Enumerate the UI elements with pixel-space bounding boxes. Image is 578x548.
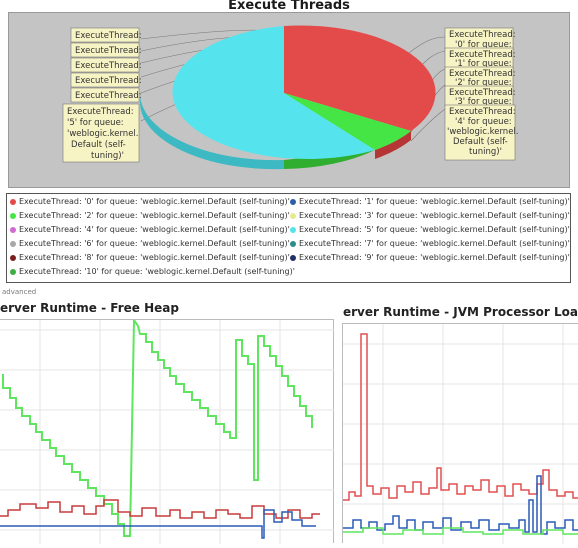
cpu-series-blue: [343, 475, 578, 535]
legend-label-5: ExecuteThread: '5' for queue: 'weblogic.…: [299, 225, 570, 234]
legend-item-3[interactable]: ExecuteThread: '3' for queue: 'weblogic.…: [290, 211, 570, 220]
callout-left-big-line-1: '5' for queue:: [67, 118, 124, 128]
legend-dot-0: [10, 198, 16, 205]
pie-slice-0: [284, 25, 436, 131]
callout-left-big-line-2: 'weblogic.kernel.: [67, 129, 138, 139]
legend-dot-8: [10, 254, 16, 261]
legend-dot-2: [10, 212, 16, 219]
execute-threads-title-bar: Execute Threads: [0, 0, 578, 14]
callout-left-0: ExecuteThread:: [75, 31, 142, 41]
cpu-chart-panel: [342, 323, 578, 544]
callout-right-big-line-1: '4' for queue:: [455, 117, 512, 127]
legend-label-9: ExecuteThread: '9' for queue: 'weblogic.…: [299, 253, 570, 262]
cpu-chart-plot: [343, 324, 578, 544]
callout-left-big-line-3: Default (self-: [71, 140, 126, 150]
callout-left-big: ExecuteThread: '5' for queue: 'weblogic.…: [62, 103, 140, 163]
callout-right-1-line-1: '1' for queue:: [455, 59, 512, 69]
legend-item-9[interactable]: ExecuteThread: '9' for queue: 'weblogic.…: [290, 253, 570, 262]
heap-series-red: [0, 499, 320, 519]
execute-threads-pie-panel: ExecuteThread: ExecuteThread: ExecuteThr…: [8, 12, 570, 188]
legend-label-10: ExecuteThread: '10' for queue: 'weblogic…: [19, 267, 295, 276]
legend-dot-6: [10, 240, 16, 247]
heap-series-blue: [0, 509, 316, 539]
cpu-chart-title: erver Runtime - JVM Processor Load: [343, 305, 578, 319]
legend-dot-7: [290, 240, 296, 247]
callout-right-0-line-1: '0' for queue:: [455, 40, 512, 50]
advanced-link[interactable]: advanced: [2, 288, 37, 296]
callout-left-1: ExecuteThread:: [75, 46, 142, 56]
callout-right-0-line-0: ExecuteThread:: [449, 30, 516, 40]
heap-gridlines: [0, 320, 334, 544]
legend-dot-10: [10, 268, 16, 275]
pie-slice-2: [284, 93, 411, 150]
callout-left-big-line-0: ExecuteThread:: [67, 107, 134, 117]
legend-dot-1: [290, 198, 296, 205]
legend-item-0[interactable]: ExecuteThread: '0' for queue: 'weblogic.…: [10, 197, 290, 206]
callout-right-big-line-3: Default (self-: [453, 137, 508, 147]
legend-item-5[interactable]: ExecuteThread: '5' for queue: 'weblogic.…: [290, 225, 570, 234]
callout-right-3-line-0: ExecuteThread:: [449, 88, 516, 98]
execute-threads-pie-chart: ExecuteThread: ExecuteThread: ExecuteThr…: [62, 25, 518, 170]
pie-depth-cyan: [139, 93, 284, 170]
callout-right-2-line-1: '2' for queue:: [455, 78, 512, 88]
thread-legend: ExecuteThread: '0' for queue: 'weblogic.…: [6, 193, 571, 283]
callout-right-big-line-4: tuning)': [469, 147, 502, 157]
callout-right-big: ExecuteThread: '4' for queue: 'weblogic.…: [444, 104, 518, 161]
legend-item-7[interactable]: ExecuteThread: '7' for queue: 'weblogic.…: [290, 239, 570, 248]
heap-chart-title: erver Runtime - Free Heap: [0, 301, 179, 315]
callout-left-3: ExecuteThread:: [75, 76, 142, 86]
cpu-gridlines: [343, 324, 578, 544]
heap-chart-panel: [0, 316, 334, 544]
legend-item-4[interactable]: ExecuteThread: '4' for queue: 'weblogic.…: [10, 225, 290, 234]
callout-right-stack: ExecuteThread: '0' for queue: ExecuteThr…: [444, 27, 516, 107]
legend-label-6: ExecuteThread: '6' for queue: 'weblogic.…: [19, 239, 290, 248]
legend-label-0: ExecuteThread: '0' for queue: 'weblogic.…: [19, 197, 290, 206]
heap-chart-plot: [0, 316, 334, 544]
callout-right-1-line-0: ExecuteThread:: [449, 50, 516, 60]
callout-right-big-line-2: 'weblogic.kernel.: [447, 127, 518, 137]
execute-threads-title: Execute Threads: [228, 0, 350, 13]
callout-left-2: ExecuteThread:: [75, 61, 142, 71]
cpu-series-green: [343, 527, 578, 535]
legend-dot-4: [10, 226, 16, 233]
callout-right-2-line-0: ExecuteThread:: [449, 69, 516, 79]
callout-left-4: ExecuteThread:: [75, 91, 142, 101]
legend-item-1[interactable]: ExecuteThread: '1' for queue: 'weblogic.…: [290, 197, 570, 206]
legend-dot-3: [290, 212, 296, 219]
callout-left-stack: ExecuteThread: ExecuteThread: ExecuteThr…: [70, 27, 142, 103]
callout-right-big-line-0: ExecuteThread:: [449, 107, 516, 117]
legend-item-10[interactable]: ExecuteThread: '10' for queue: 'weblogic…: [10, 267, 295, 276]
legend-item-6[interactable]: ExecuteThread: '6' for queue: 'weblogic.…: [10, 239, 290, 248]
callout-right-3-line-1: '3' for queue:: [455, 97, 512, 107]
legend-item-8[interactable]: ExecuteThread: '8' for queue: 'weblogic.…: [10, 253, 290, 262]
callout-left-big-line-4: tuning)': [91, 151, 124, 161]
legend-item-2[interactable]: ExecuteThread: '2' for queue: 'weblogic.…: [10, 211, 290, 220]
legend-dot-9: [290, 254, 296, 261]
cpu-series-red: [343, 333, 578, 501]
pie-slice-5: [172, 26, 375, 159]
heap-series-green: [2, 316, 313, 537]
legend-label-8: ExecuteThread: '8' for queue: 'weblogic.…: [19, 253, 290, 262]
legend-label-4: ExecuteThread: '4' for queue: 'weblogic.…: [19, 225, 290, 234]
legend-dot-5: [290, 226, 296, 233]
legend-label-1: ExecuteThread: '1' for queue: 'weblogic.…: [299, 197, 570, 206]
pie-depth-red: [375, 131, 411, 159]
legend-label-2: ExecuteThread: '2' for queue: 'weblogic.…: [19, 211, 290, 220]
legend-label-3: ExecuteThread: '3' for queue: 'weblogic.…: [299, 211, 570, 220]
legend-label-7: ExecuteThread: '7' for queue: 'weblogic.…: [299, 239, 570, 248]
